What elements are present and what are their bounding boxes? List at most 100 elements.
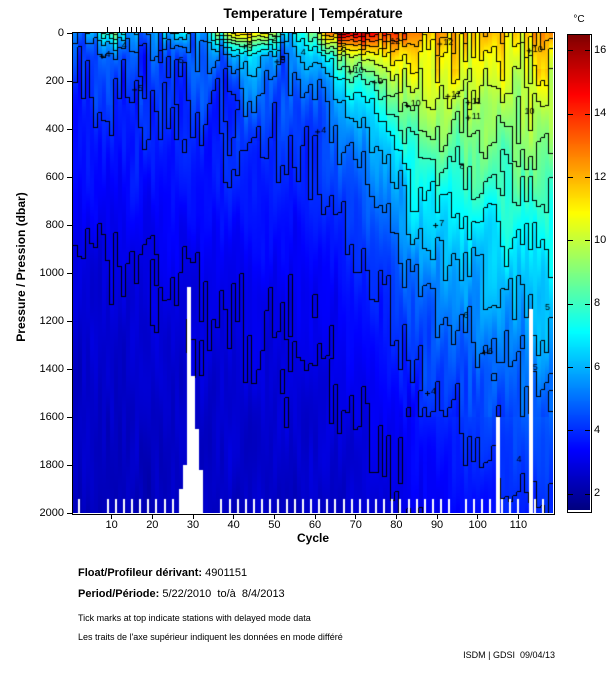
x-tick <box>477 514 479 519</box>
delayed-mode-tick <box>416 27 418 33</box>
delayed-mode-tick <box>245 27 247 33</box>
y-tick-label: 1600 <box>39 411 64 423</box>
period-value: 5/22/2010 to/à 8/4/2013 <box>159 588 285 600</box>
x-tick <box>314 514 316 519</box>
colorbar-tick <box>568 303 573 305</box>
float-id-label: Float/Profileur dérivant: <box>78 567 203 579</box>
x-tick <box>355 514 357 519</box>
x-tick <box>192 514 194 519</box>
x-tick <box>517 514 519 519</box>
x-tick-label: 70 <box>349 519 362 531</box>
x-tick-label: 20 <box>146 519 159 531</box>
credit-text: ISDM | GDSI 09/04/13 <box>463 650 555 660</box>
x-tick-label: 50 <box>268 519 281 531</box>
x-tick-label: 30 <box>186 519 200 531</box>
colorbar-tick <box>585 367 590 368</box>
y-tick <box>67 80 73 82</box>
colorbar-tick-label: 6 <box>594 360 601 373</box>
colorbar-tick <box>568 430 573 432</box>
x-tick <box>151 514 153 519</box>
period-label: Period/Période: <box>78 588 160 600</box>
delayed-mode-tick <box>440 27 442 33</box>
note-french: Les traits de l'axe supérieur indiquent … <box>78 632 343 642</box>
delayed-mode-tick <box>294 27 296 33</box>
y-tick <box>67 368 73 370</box>
delayed-mode-tick <box>452 27 454 33</box>
delayed-mode-tick <box>489 27 491 33</box>
float-id-line: Float/Profileur dérivant: 4901151 <box>78 567 247 579</box>
x-tick <box>395 514 397 519</box>
y-tick-label: 1200 <box>39 315 64 327</box>
x-tick-label: 10 <box>105 519 118 531</box>
chart-title: Temperature | Température <box>223 5 403 21</box>
x-tick-label: 40 <box>227 519 240 531</box>
float-id-value: 4901151 <box>202 567 248 579</box>
delayed-mode-tick <box>131 27 133 33</box>
y-tick <box>67 416 73 418</box>
delayed-mode-tick <box>306 27 308 33</box>
y-tick-label: 800 <box>45 219 64 231</box>
y-tick <box>67 176 73 178</box>
period-line: Period/Période: 5/22/2010 to/à 8/4/2013 <box>78 588 285 600</box>
delayed-mode-tick <box>513 27 515 33</box>
colorbar-tick <box>568 50 573 52</box>
colorbar-unit-label: °C <box>573 14 585 25</box>
delayed-mode-tick <box>233 27 235 33</box>
colorbar-tick-label: 2 <box>594 487 601 500</box>
delayed-mode-tick <box>404 27 406 33</box>
x-tick-label: 60 <box>308 519 322 531</box>
delayed-mode-tick <box>318 27 320 33</box>
y-tick-label: 1000 <box>39 267 64 279</box>
delayed-mode-tick <box>477 27 479 33</box>
delayed-mode-tick <box>151 27 153 33</box>
y-tick-label: 400 <box>45 123 64 135</box>
y-tick <box>67 320 73 322</box>
y-tick-label: 2000 <box>39 507 64 519</box>
colorbar-tick <box>585 430 590 432</box>
delayed-mode-tick <box>127 27 129 33</box>
colorbar-tick-label: 8 <box>594 297 601 310</box>
y-tick-label: 0 <box>57 27 64 39</box>
y-tick <box>67 512 73 514</box>
y-tick <box>67 464 73 466</box>
y-tick <box>67 128 73 130</box>
delayed-mode-tick <box>107 27 109 33</box>
colorbar-tick <box>585 493 590 495</box>
x-tick-label: 90 <box>430 519 444 531</box>
colorbar-tick <box>568 240 573 242</box>
note-english: Tick marks at top indicate stations with… <box>78 613 311 623</box>
temperature-contour-canvas <box>73 33 553 513</box>
y-tick <box>67 272 73 274</box>
x-tick-label: 80 <box>390 519 403 531</box>
delayed-mode-tick <box>139 27 141 33</box>
delayed-mode-tick <box>216 27 218 33</box>
delayed-mode-tick <box>538 27 540 33</box>
y-tick-label: 1800 <box>39 459 64 471</box>
y-tick <box>67 32 73 34</box>
x-tick <box>436 514 438 519</box>
delayed-mode-tick <box>526 27 528 33</box>
delayed-mode-tick <box>119 27 121 33</box>
colorbar-tick-label: 12 <box>594 170 607 183</box>
x-axis-label: Cycle <box>296 531 330 545</box>
x-tick <box>111 514 113 519</box>
delayed-mode-tick <box>391 27 393 33</box>
colorbar-tick-label: 16 <box>594 43 607 56</box>
colorbar-tick-label: 4 <box>594 423 601 436</box>
delayed-mode-tick <box>501 27 503 33</box>
y-tick <box>67 224 73 226</box>
x-tick <box>273 514 275 519</box>
delayed-mode-tick <box>204 27 206 33</box>
delayed-mode-tick <box>281 27 283 33</box>
delayed-mode-tick <box>343 27 344 33</box>
colorbar-tick-label: 14 <box>594 107 607 120</box>
colorbar-tick <box>585 303 590 305</box>
delayed-mode-tick <box>379 27 381 33</box>
plot-frame <box>72 32 555 515</box>
delayed-mode-tick <box>257 27 259 33</box>
delayed-mode-tick <box>184 27 186 33</box>
y-tick-label: 600 <box>45 171 64 183</box>
colorbar-tick <box>568 177 573 178</box>
colorbar-tick-label: 10 <box>594 233 607 246</box>
